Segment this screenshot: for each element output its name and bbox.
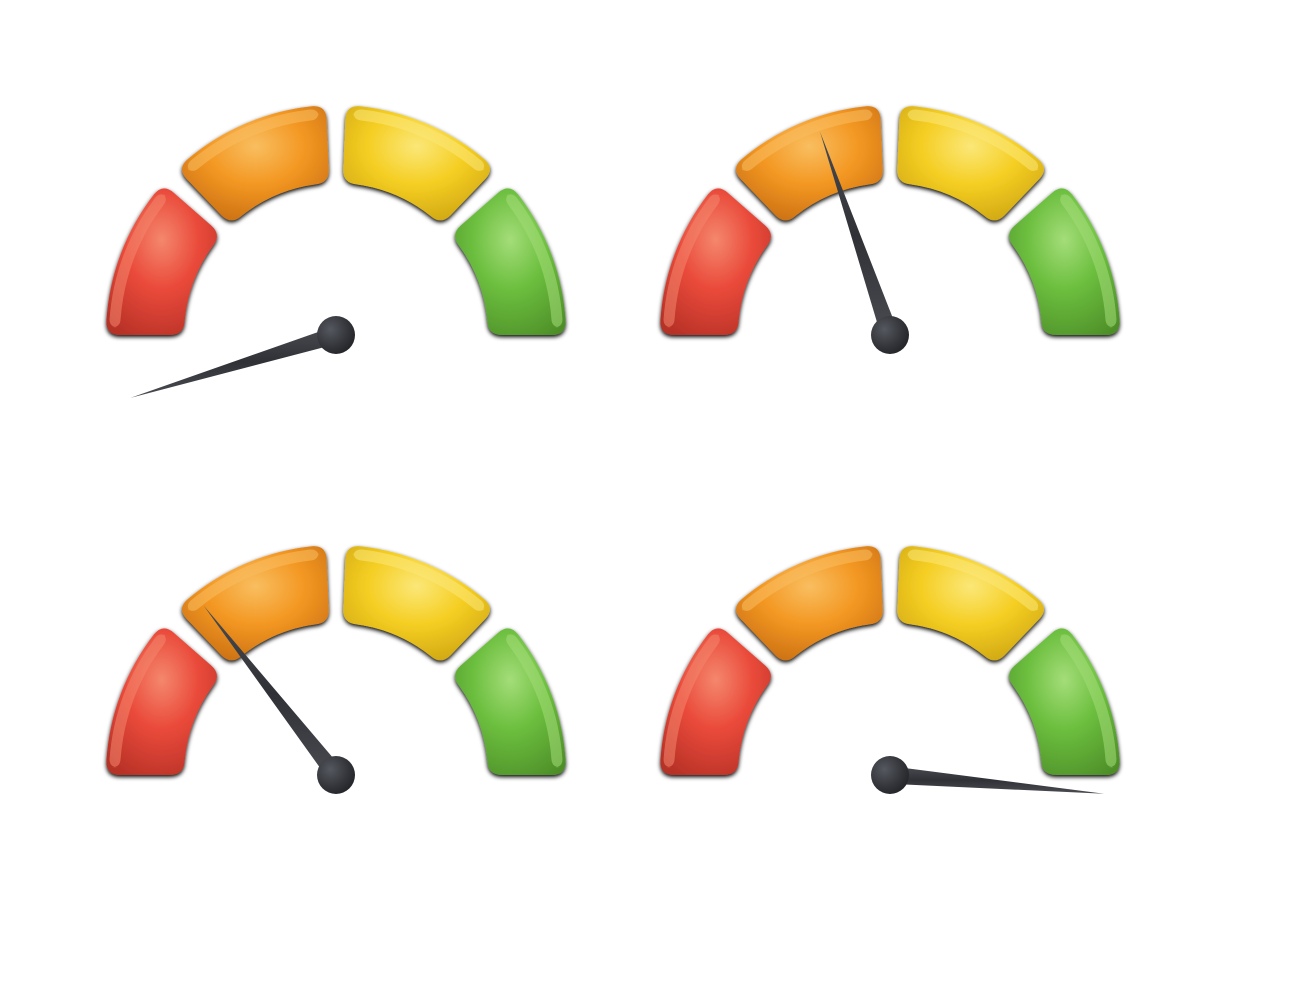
gauge-3-hub — [317, 756, 355, 794]
gauge-stage — [0, 0, 1307, 980]
gauge-grid — [0, 0, 1307, 980]
gauge-3 — [106, 546, 565, 794]
gauge-1-hub — [317, 316, 355, 354]
gauge-2-hub — [871, 316, 909, 354]
gauge-1-needle — [130, 326, 340, 398]
gauge-4 — [660, 546, 1119, 794]
gauge-4-hub — [871, 756, 909, 794]
gauge-1 — [106, 106, 565, 398]
gauge-2 — [660, 106, 1119, 354]
